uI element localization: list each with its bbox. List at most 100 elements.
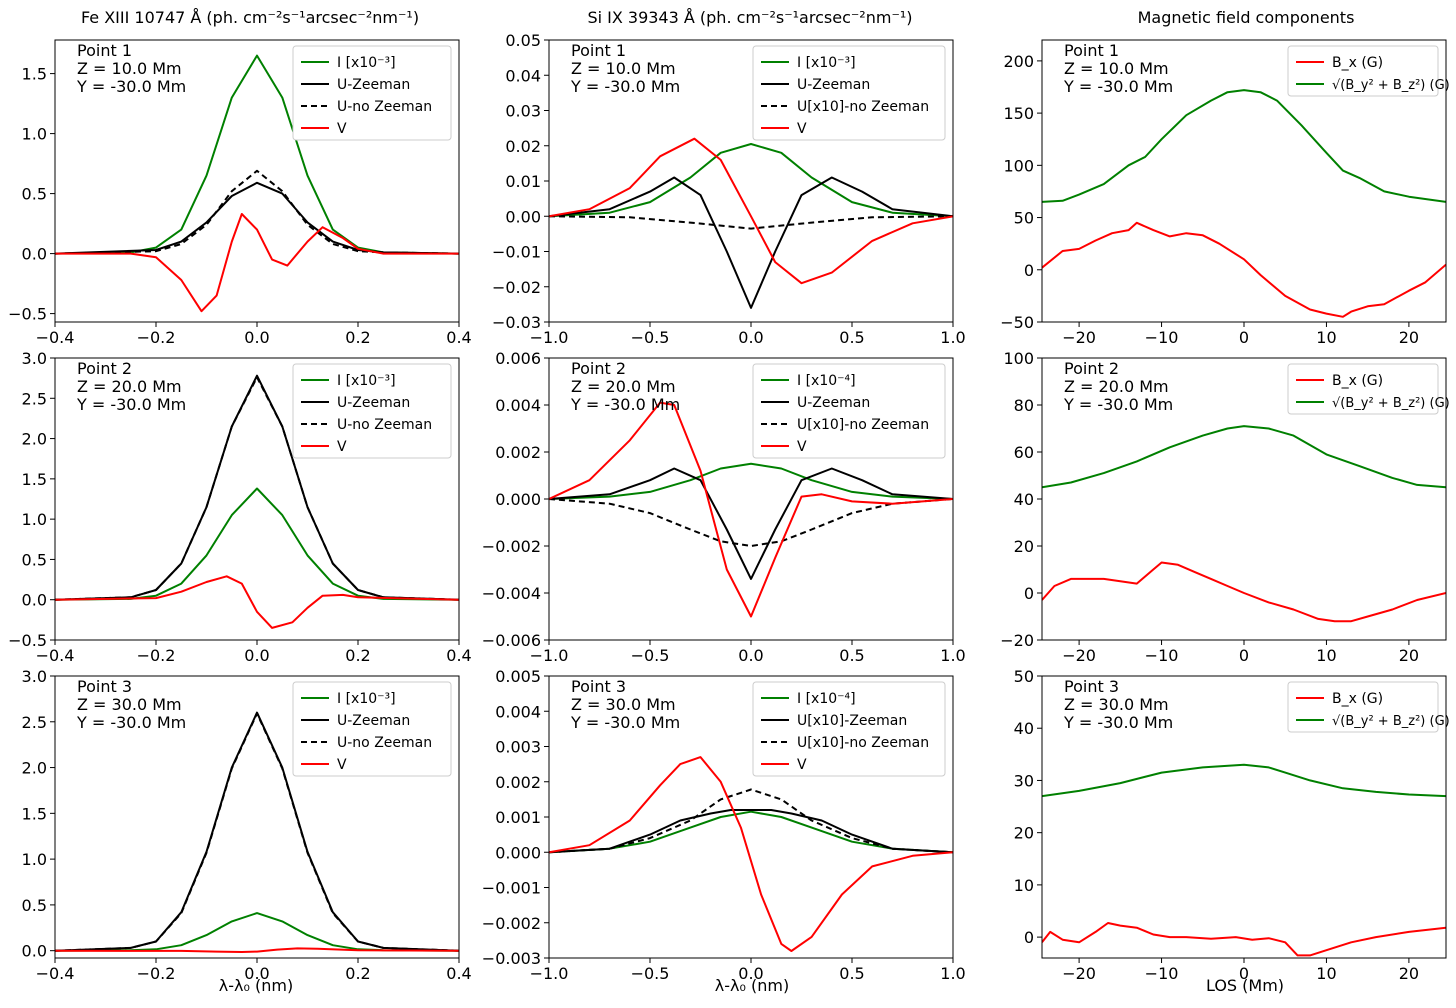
legend: I [x10⁻³] U-Zeeman U-no Zeeman V (292, 681, 452, 777)
x-tick-label: −1.0 (530, 646, 569, 665)
series-line-2 (549, 788, 953, 854)
legend-label: U-Zeeman (337, 77, 410, 93)
series-line-2 (55, 376, 459, 601)
series-line-1 (549, 176, 953, 309)
x-tick-label: 1.0 (940, 646, 965, 665)
legend-box (292, 363, 452, 459)
x-tick-label: 0.2 (345, 964, 370, 983)
panel-1-0: −0.4 −0.2 0.0 0.2 0.4 −0.5 0.0 0.5 1.0 1.5 2.0 2.5 3… (8, 349, 472, 665)
y-tick-label: 40 (1014, 490, 1034, 509)
panel-2-1: −1.0 −0.5 0.0 0.5 1.0 −0.003 −0.002 −0.001 0.000… (482, 667, 966, 983)
y-tick-label: 3.0 (22, 349, 47, 368)
y-tick-label: 100 (1003, 156, 1034, 175)
x-tick-label: 20 (1399, 328, 1419, 347)
x-tick-label: 0 (1239, 964, 1249, 983)
legend-label: √(B_y² + B_z²) (G) (1332, 396, 1450, 411)
series-line-3 (549, 756, 953, 952)
y-tick-label: 0.01 (505, 172, 541, 191)
y-tick-label: 0.5 (22, 185, 47, 204)
series-line-3 (549, 401, 953, 618)
annotation-line: Z = 30.0 Mm (1064, 695, 1169, 714)
x-tick-label: 0.5 (839, 328, 864, 347)
annotation-line: Z = 10.0 Mm (77, 59, 182, 78)
y-tick-label: 200 (1003, 52, 1034, 71)
x-tick-label: −20 (1062, 328, 1096, 347)
column-title-fe-xiii: Fe XIII 10747 Å (ph. cm⁻²s⁻¹arcsec⁻²nm⁻¹… (80, 8, 420, 27)
y-tick-label: 0.0 (22, 245, 47, 264)
x-tick-label: −10 (1145, 328, 1179, 347)
legend-label: V (337, 757, 347, 773)
y-tick-label: −0.003 (482, 949, 541, 968)
y-tick-label: 150 (1003, 104, 1034, 123)
x-tick-label: 20 (1399, 646, 1419, 665)
annotation-line: Point 1 (571, 41, 626, 60)
y-tick-label: 1.0 (22, 510, 47, 529)
x-tick-label: 0.0 (244, 646, 269, 665)
y-tick-label: 0.001 (495, 808, 541, 827)
legend: I [x10⁻³] U-Zeeman U-no Zeeman V (292, 363, 452, 459)
annotation-line: Z = 30.0 Mm (77, 695, 182, 714)
legend-label: √(B_y² + B_z²) (G) (1332, 78, 1450, 93)
x-tick-label: 20 (1399, 964, 1419, 983)
y-tick-label: 1.5 (22, 470, 47, 489)
x-tick-label: −10 (1145, 964, 1179, 983)
annotation-line: Y = -30.0 Mm (76, 77, 186, 96)
y-tick-label: −0.001 (482, 879, 541, 898)
x-tick-label: 0.5 (839, 646, 864, 665)
y-tick-label: 0.5 (22, 550, 47, 569)
y-tick-label: 0 (1024, 261, 1034, 280)
annotation-line: Y = -30.0 Mm (1063, 395, 1173, 414)
series-line-3 (55, 575, 459, 629)
legend-box (1287, 363, 1439, 415)
x-tick-label: 0 (1239, 328, 1249, 347)
y-tick-label: 80 (1014, 396, 1034, 415)
legend-label: I [x10⁻³] (337, 55, 396, 71)
legend-label: B_x (G) (1332, 373, 1383, 389)
y-tick-label: 0.0 (22, 591, 47, 610)
legend-label: I [x10⁻⁴] (797, 691, 856, 707)
y-tick-label: 0.003 (495, 738, 541, 757)
legend-label: U[x10]-no Zeeman (797, 417, 929, 433)
y-tick-label: 2.5 (22, 713, 47, 732)
series-line-2 (55, 712, 459, 952)
series-line-0 (1042, 561, 1446, 623)
y-tick-label: 0.04 (505, 66, 541, 85)
series-line-0 (549, 462, 953, 500)
series-line-2 (549, 215, 953, 230)
legend-label: U[x10]-no Zeeman (797, 99, 929, 115)
series-line-3 (549, 137, 953, 285)
legend-box (752, 45, 946, 141)
y-tick-label: 1.5 (22, 804, 47, 823)
legend-box (292, 681, 452, 777)
legend-label: U-Zeeman (337, 713, 410, 729)
legend-box (292, 45, 452, 141)
legend-label: I [x10⁻³] (797, 55, 856, 71)
annotation-line: Point 3 (1064, 677, 1119, 696)
x-tick-label: −0.4 (36, 646, 75, 665)
y-tick-label: 50 (1014, 209, 1034, 228)
annotation-line: Point 2 (77, 359, 132, 378)
x-tick-label: 10 (1316, 964, 1336, 983)
y-tick-label: 0.000 (495, 843, 541, 862)
x-tick-label: −0.2 (137, 328, 176, 347)
y-tick-label: −20 (1000, 631, 1034, 650)
y-tick-label: 60 (1014, 443, 1034, 462)
y-tick-label: 30 (1014, 771, 1034, 790)
series-line-1 (1042, 763, 1446, 798)
x-tick-label: 0.4 (446, 964, 471, 983)
legend-box (752, 363, 946, 459)
y-tick-label: 100 (1003, 349, 1034, 368)
series-line-0 (549, 810, 953, 854)
x-axis-label-col1: λ-λ₀ (nm) (218, 976, 294, 995)
legend-label: V (337, 121, 347, 137)
y-tick-label: 0.006 (495, 349, 541, 368)
panel-2-2: −20 −10 0 10 20 0 10 20 30 40 50 Point 3Z = 30.0 Mm… (1014, 667, 1450, 983)
y-tick-label: 0.00 (505, 207, 541, 226)
legend-label: V (797, 757, 807, 773)
panel-2-0: −0.4 −0.2 0.0 0.2 0.4 0.0 0.5 1.0 1.5 2.0 2.5 3.0 Po… (22, 667, 472, 983)
y-tick-label: 1.0 (22, 850, 47, 869)
series-line-1 (1042, 89, 1446, 203)
series-line-3 (55, 213, 459, 313)
y-tick-label: −0.002 (482, 914, 541, 933)
x-tick-label: −0.5 (631, 646, 670, 665)
